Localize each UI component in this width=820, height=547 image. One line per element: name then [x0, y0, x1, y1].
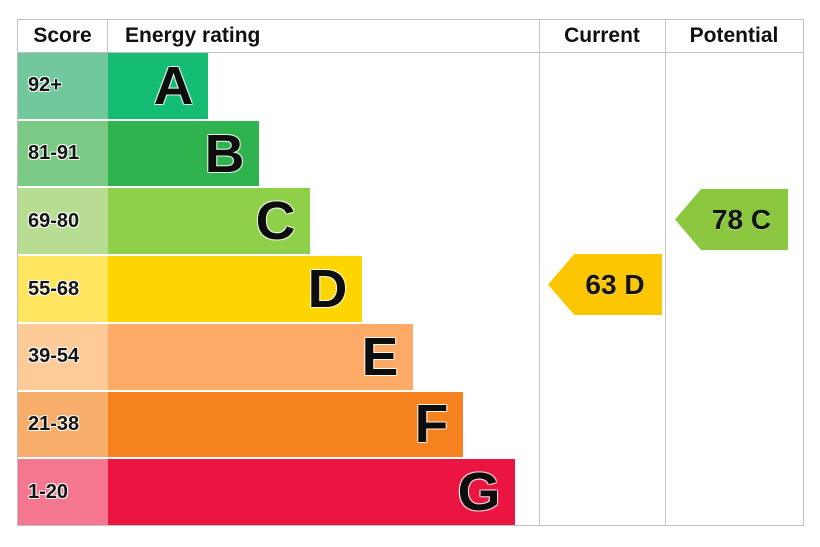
band-f-letter: F	[414, 394, 449, 455]
band-g-score-range: 1-20	[18, 459, 108, 526]
band-g-letter: G	[457, 462, 501, 523]
band-c-bar: C	[108, 188, 310, 255]
band-e-letter: E	[361, 326, 399, 387]
band-b-score-range: 81-91	[18, 120, 108, 187]
band-row-a: 92+ A	[18, 53, 803, 121]
band-b-bar: B	[108, 120, 259, 187]
potential-rating-arrow: 78 C	[675, 189, 788, 250]
band-row-g: 1-20 G	[18, 459, 803, 526]
band-f-score-range: 21-38	[18, 391, 108, 458]
band-c-score-range: 69-80	[18, 188, 108, 255]
header-energy-rating: Energy rating	[125, 24, 261, 47]
band-f-bar: F	[108, 391, 463, 458]
band-e-score-range: 39-54	[18, 323, 108, 390]
band-d-score-range: 55-68	[18, 256, 108, 322]
band-a-score-range: 92+	[18, 53, 108, 119]
band-g-bar: G	[108, 459, 515, 526]
header-potential: Potential	[689, 24, 779, 47]
band-c-letter: C	[255, 191, 296, 252]
band-d-letter: D	[307, 259, 348, 320]
potential-column-divider	[665, 20, 666, 525]
current-rating-arrow: 63 D	[548, 254, 662, 315]
band-d-bar: D	[108, 256, 362, 322]
potential-rating-value: 78 C	[711, 203, 772, 235]
band-a-letter: A	[153, 55, 194, 116]
header-score: Score	[18, 20, 108, 52]
table-header: Score Energy rating Current Potential	[18, 20, 803, 53]
band-a-bar: A	[108, 53, 208, 119]
band-row-e: 39-54 E	[18, 323, 803, 392]
band-row-b: 81-91 B	[18, 120, 803, 189]
header-current: Current	[564, 24, 640, 47]
band-e-bar: E	[108, 323, 413, 390]
current-rating-value: 63 D	[585, 268, 645, 300]
rating-table: Score Energy rating Current Potential 92…	[17, 19, 804, 526]
band-row-d: 55-68 D	[18, 256, 803, 324]
rating-bands: 92+ A 81-91 B 69-80 C 55-68 D	[18, 53, 803, 526]
band-row-f: 21-38 F	[18, 391, 803, 460]
band-row-c: 69-80 C	[18, 188, 803, 257]
band-b-letter: B	[204, 123, 245, 184]
current-column-divider	[539, 20, 540, 525]
